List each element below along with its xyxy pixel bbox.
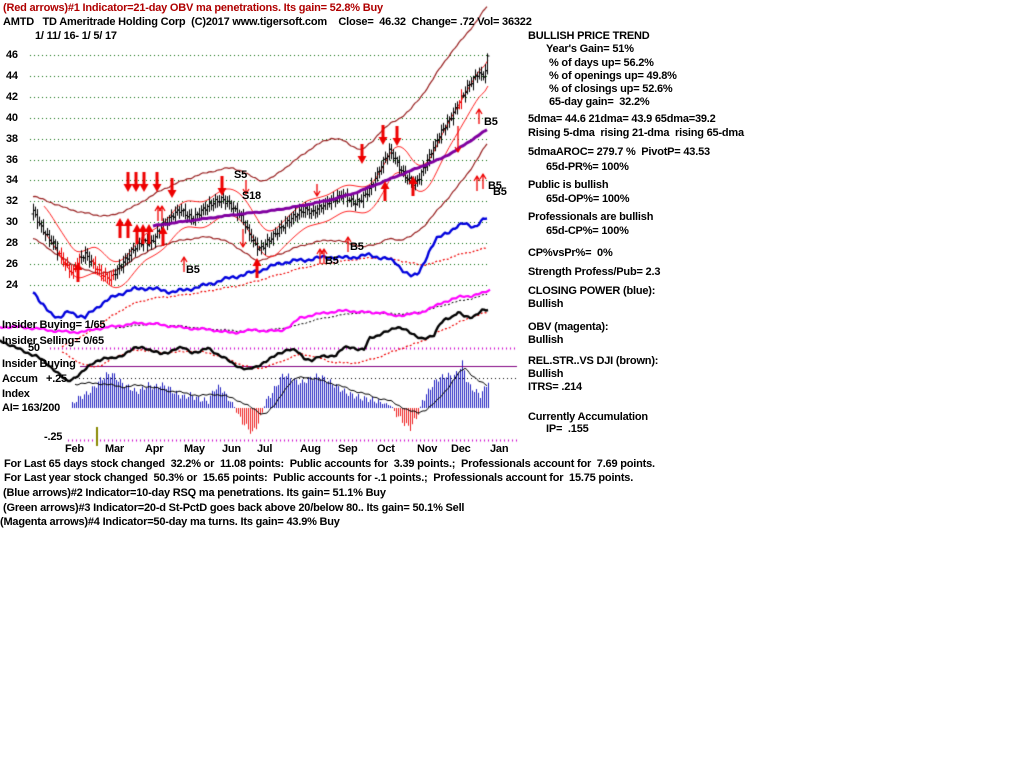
stats-line: 65d-OP%= 100% [546, 193, 630, 205]
month-label: Jul [257, 443, 273, 455]
y-axis-label: 24 [6, 279, 18, 291]
stats-line: 65d-CP%= 100% [546, 225, 629, 237]
title-bar-text: AMTD TD Ameritrade Holding Corp (C)2017 … [3, 16, 532, 28]
month-label: May [184, 443, 205, 455]
month-label: Jun [222, 443, 241, 455]
month-label: Aug [300, 443, 321, 455]
month-label: Nov [417, 443, 438, 455]
date-range: 1/ 11/ 16- 1/ 5/ 17 [35, 30, 117, 42]
stats-line: Year's Gain= 51% [546, 43, 634, 55]
stats-line: Strength Profess/Pub= 2.3 [528, 266, 661, 278]
stats-line: BULLISH PRICE TREND [528, 30, 650, 42]
indicator-label: -.25 [44, 431, 63, 443]
stats-line: 5dmaAROC= 279.7 % PivotP= 43.53 [528, 146, 710, 158]
stats-line: Professionals are bullish [528, 211, 654, 223]
stats-line: CLOSING POWER (blue): [528, 285, 656, 297]
stats-line: 5dma= 44.6 21dma= 43.9 65dma=39.2 [528, 113, 716, 125]
stats-line: REL.STR..VS DJI (brown): [528, 355, 659, 367]
y-axis-label: 42 [6, 91, 18, 103]
indicator-label: Index [2, 388, 30, 400]
stats-line: Rising 5-dma rising 21-dma rising 65-dma [528, 127, 744, 139]
indicator-label: Insider Buying= 1/65 [2, 319, 106, 331]
month-label: Sep [338, 443, 358, 455]
stats-line: % of closings up= 52.6% [549, 83, 673, 95]
indicator-label: AI= 163/200 [2, 402, 61, 414]
y-axis-label: 36 [6, 154, 18, 166]
signal-label: B5 [493, 186, 507, 198]
stats-line: Bullish [528, 298, 564, 310]
signal-label: B5 [488, 180, 502, 192]
indicator-label: Insider Buying [2, 358, 76, 370]
signal-label: S5 [234, 169, 248, 181]
stats-line: ITRS= .214 [528, 381, 582, 393]
footer-line: For Last year stock changed 50.3% or 15.… [4, 472, 634, 484]
y-axis-label: 44 [6, 70, 18, 82]
stats-line: Currently Accumulation [528, 411, 648, 423]
month-label: Apr [145, 443, 164, 455]
footer-line: For Last 65 days stock changed 32.2% or … [4, 458, 655, 470]
y-axis-label: 28 [6, 237, 18, 249]
footer-line: (Blue arrows)#2 Indicator=10-day RSQ ma … [3, 487, 386, 499]
y-axis-label: 34 [6, 174, 18, 186]
stats-line: OBV (magenta): [528, 321, 609, 333]
stats-line: Bullish [528, 368, 564, 380]
y-axis-label: 38 [6, 133, 18, 145]
y-axis-label: 40 [6, 112, 18, 124]
y-axis-label: 26 [6, 258, 18, 270]
y-axis-label: 46 [6, 49, 18, 61]
stats-line: IP= .155 [546, 423, 589, 435]
y-axis-label: 32 [6, 195, 18, 207]
signal-label: B5 [325, 255, 339, 267]
stats-line: CP%vsPr%= 0% [528, 247, 613, 259]
indicator-label: Insider Selling= 0/65 [2, 335, 104, 347]
stats-line: % of days up= 56.2% [549, 57, 654, 69]
month-label: Dec [451, 443, 471, 455]
stats-line: 65d-PR%= 100% [546, 161, 629, 173]
signal-label: S18 [242, 190, 261, 202]
month-label: Oct [377, 443, 395, 455]
indicator-label: +.25 [46, 373, 67, 385]
price-chart-canvas[interactable] [0, 0, 1024, 545]
stats-line: % of openings up= 49.8% [549, 70, 677, 82]
footer-line: (Magenta arrows)#4 Indicator=50-day ma t… [0, 516, 340, 528]
month-label: Jan [490, 443, 509, 455]
y-axis-label: 30 [6, 216, 18, 228]
stats-line: 65-day gain= 32.2% [549, 96, 650, 108]
month-label: Feb [65, 443, 84, 455]
signal-label: B5 [484, 116, 498, 128]
signal-label: B5 [186, 264, 200, 276]
indicator-label: Accum [2, 373, 38, 385]
month-label: Mar [105, 443, 124, 455]
footer-line: (Green arrows)#3 Indicator=20-d St-PctD … [3, 502, 465, 514]
stats-line: Public is bullish [528, 179, 609, 191]
indicator-label: 50 [28, 342, 40, 354]
indicator1-note: (Red arrows)#1 Indicator=21-day OBV ma p… [3, 2, 383, 14]
signal-label: B5 [350, 241, 364, 253]
stats-line: Bullish [528, 334, 564, 346]
